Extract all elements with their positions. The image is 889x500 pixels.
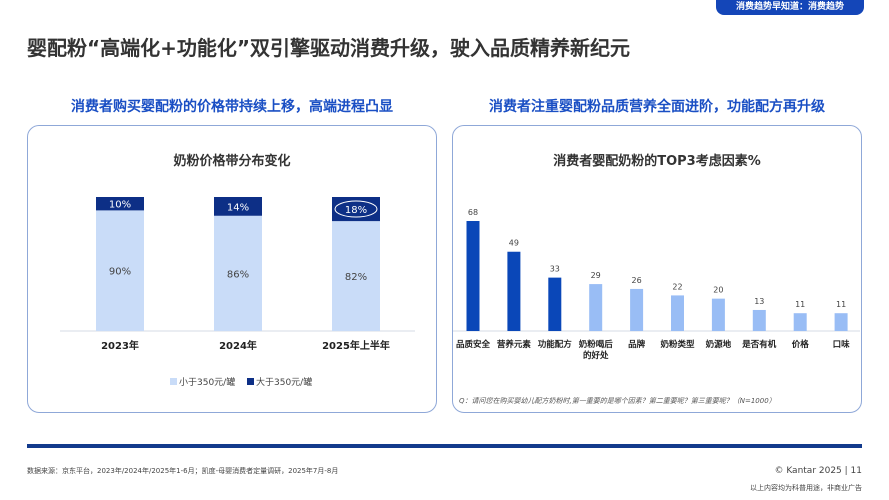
x-tick-label: 口味: [833, 339, 851, 350]
data-label: 68: [468, 208, 478, 217]
label-below-350: 86%: [227, 269, 249, 280]
bar-below-350: [332, 221, 380, 331]
left-card: [27, 125, 437, 413]
bar: [548, 277, 562, 331]
left-subtitle: 消费者购买婴配粉的价格带持续上移，高端进程凸显: [71, 99, 393, 115]
x-tick-label: 2024年: [219, 339, 257, 352]
right-subtitle: 消费者注重婴配粉品质营养全面进阶，功能配方再升级: [489, 99, 825, 115]
disclaimer: 以上内容均为科普用途，非商业广告: [750, 484, 862, 492]
data-label: 33: [550, 265, 560, 274]
bar: [711, 298, 725, 331]
bar: [834, 313, 848, 331]
x-tick-label: 价格: [792, 339, 810, 350]
left-chart-title: 奶粉价格带分布变化: [173, 154, 291, 169]
bar-below-350: [96, 210, 144, 331]
section-badge: 消费趋势早知道：消费趋势: [716, 0, 864, 15]
x-tick-label: 品质安全: [456, 339, 491, 350]
right-chart-title: 消费者婴配奶粉的TOP3考虑因素%: [553, 154, 761, 169]
label-above-350: 18%: [345, 205, 367, 216]
footnote: Q：请问您在购买婴幼儿配方奶粉时,第一重要的是哪个因素？第二重要呢？第三重要呢？…: [459, 397, 776, 405]
footer-rule: [27, 444, 862, 448]
x-tick-label: 品牌: [628, 339, 646, 350]
data-label: 29: [591, 271, 601, 280]
bar-below-350: [214, 215, 262, 331]
x-tick-label: 2023年: [101, 339, 139, 352]
bar: [793, 313, 807, 331]
highlight-ellipse: [334, 200, 378, 218]
data-label: 11: [795, 300, 805, 309]
legend-swatch: [170, 378, 177, 385]
bar: [752, 309, 766, 331]
bar-above-350: [214, 197, 262, 216]
data-label: 22: [672, 282, 682, 291]
label-below-350: 90%: [109, 267, 131, 278]
bar: [466, 221, 480, 331]
bar: [630, 288, 644, 331]
copyright: © Kantar 2025 | 11: [774, 466, 862, 476]
x-tick-label: 的好处: [583, 350, 609, 361]
bar: [589, 284, 603, 331]
x-tick-label: 2025年上半年: [322, 339, 390, 352]
x-tick-label: 营养元素: [497, 339, 532, 350]
x-tick-label: 是否有机: [741, 339, 777, 350]
x-tick-label: 奶粉类型: [659, 339, 695, 350]
bar: [507, 251, 521, 331]
data-label: 13: [754, 297, 764, 306]
x-tick-label: 功能配方: [538, 339, 573, 350]
legend-swatch: [247, 378, 254, 385]
data-label: 11: [836, 300, 846, 309]
label-below-350: 82%: [345, 272, 367, 283]
label-above-350: 10%: [109, 200, 131, 211]
x-tick-label: 奶源地: [705, 339, 732, 350]
page-title: 婴配粉“高端化+功能化”双引擎驱动消费升级，驶入品质精养新纪元: [27, 36, 631, 60]
label-above-350: 14%: [227, 202, 249, 213]
legend-label: 小于350元/罐: [179, 376, 235, 388]
bar: [671, 295, 684, 331]
legend-label: 大于350元/罐: [256, 376, 312, 388]
x-tick-label: 奶粉喝后: [578, 339, 614, 350]
bar-above-350: [96, 197, 144, 211]
data-label: 26: [632, 276, 642, 285]
data-label: 49: [509, 239, 519, 248]
data-source: 数据来源：京东平台，2023年/2024年/2025年1-6月；凯度-母婴消费者…: [27, 467, 339, 475]
right-card: [452, 125, 862, 413]
data-label: 20: [713, 286, 723, 295]
